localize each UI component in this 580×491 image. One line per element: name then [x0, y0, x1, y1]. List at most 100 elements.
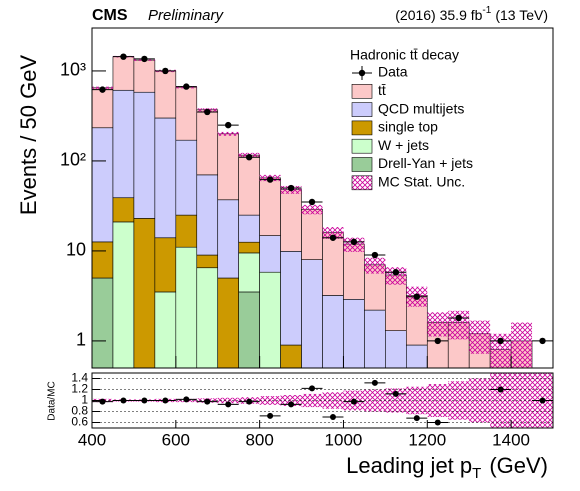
lumi-suffix: (13 TeV)	[495, 7, 548, 23]
y-tick-label: 10³	[60, 60, 86, 80]
ratio-y-tick-label: 0.8	[71, 404, 88, 418]
lumi-exponent: -1	[482, 5, 491, 16]
stack-segment	[217, 133, 239, 201]
x-tick-label: 1200	[408, 430, 446, 449]
ratio-unc-band	[259, 396, 281, 405]
mc-unc-band	[301, 204, 323, 215]
ratio-y-tick-label: 1.4	[71, 371, 88, 385]
data-point	[434, 337, 441, 345]
ratio-unc-band	[448, 381, 470, 420]
stack-segment	[301, 259, 323, 369]
stack-segment	[175, 214, 198, 248]
legend-swatch	[351, 102, 373, 117]
stack-segment	[196, 254, 219, 269]
ratio-unc-band	[385, 388, 407, 413]
stack-segment	[259, 177, 281, 236]
data-point	[162, 67, 169, 75]
mc-unc-band	[385, 267, 407, 285]
data-point	[120, 53, 127, 60]
ratio-point	[329, 414, 336, 420]
data-point	[413, 293, 420, 300]
x-tick-label: 800	[245, 430, 273, 449]
status: Preliminary	[148, 7, 225, 24]
stack-segment	[154, 237, 177, 293]
ratio-y-label: Data/MC	[47, 381, 58, 420]
x-tick-label: 600	[162, 430, 190, 449]
stack-segment	[133, 91, 156, 219]
mc-unc-band	[511, 322, 533, 368]
legend-swatch	[351, 84, 373, 99]
stack-segment	[343, 243, 365, 300]
data-point	[225, 121, 232, 129]
stack-segment	[133, 59, 156, 93]
stack-segment	[259, 235, 281, 273]
legend-label: Data	[378, 64, 408, 80]
ratio-point	[413, 415, 420, 422]
data-point	[183, 83, 190, 90]
stack-segment	[280, 251, 302, 346]
data-point	[141, 55, 148, 63]
data-point	[204, 108, 211, 116]
data-point	[539, 337, 546, 345]
ratio-point	[246, 398, 253, 405]
legend-label: W + jets	[378, 137, 429, 153]
legend-label: MC Stat. Unc.	[378, 174, 465, 190]
stack-segment	[154, 291, 177, 369]
stack-segment	[343, 298, 365, 369]
lumi-prefix: (2016) 35.9 fb	[395, 7, 482, 23]
mc-unc-band	[469, 320, 491, 354]
data-point	[392, 269, 400, 276]
legend-swatch	[351, 138, 373, 154]
ratio-point	[99, 398, 106, 405]
stack-segment	[322, 232, 344, 296]
stack-segment	[175, 246, 198, 369]
stack-segment	[196, 267, 219, 369]
stack-segment	[112, 221, 135, 369]
x-label-unit: (GeV)	[489, 453, 548, 478]
ratio-point	[120, 397, 127, 404]
stack-segment	[280, 189, 302, 252]
stack-segment	[175, 139, 198, 216]
x-label-sub: T	[472, 465, 481, 482]
ratio-y-tick-label: 1.2	[71, 382, 88, 396]
legend-label: Drell-Yan + jets	[378, 155, 473, 171]
legend-swatch	[351, 157, 373, 172]
stack-segment	[154, 70, 177, 119]
legend-title: Hadronic tt̄ decay	[350, 47, 459, 63]
lumi: (2016) 35.9 fb-1 (13 TeV)	[395, 5, 548, 23]
experiment: CMS	[92, 7, 128, 24]
y-tick-label: 10	[66, 240, 86, 260]
y-tick-label: 10²	[60, 150, 86, 170]
ratio-point	[267, 412, 274, 419]
data-point	[329, 234, 337, 241]
data-point	[266, 176, 274, 183]
legend-swatch	[351, 120, 373, 136]
legend-marker	[358, 69, 366, 77]
stack-segment	[280, 344, 302, 369]
ratio-point	[539, 397, 546, 404]
ratio-point	[497, 386, 504, 393]
stack-segment	[91, 277, 114, 369]
ratio-point	[183, 396, 190, 403]
legend-label: single top	[378, 119, 438, 135]
x-tick-label: 1400	[492, 430, 530, 449]
data-point	[455, 314, 462, 322]
x-label-main: Leading jet p	[346, 453, 472, 478]
stack-segment	[91, 127, 114, 243]
ratio-y-tick-label: 1	[81, 393, 88, 407]
data-point	[99, 86, 106, 93]
stack-segment	[91, 87, 114, 129]
ratio-point	[204, 398, 211, 405]
stack-segment	[112, 89, 135, 199]
data-point	[287, 184, 295, 192]
stack-segment	[175, 86, 198, 141]
ratio-unc-band	[280, 395, 302, 406]
stack-segment	[238, 241, 260, 254]
stack-segment	[112, 197, 135, 223]
ratio-point	[350, 398, 357, 405]
stack-segment	[133, 218, 156, 369]
data-point	[371, 251, 379, 259]
ratio-point	[141, 397, 148, 404]
stack-segment	[238, 291, 260, 369]
data-point	[497, 337, 504, 345]
